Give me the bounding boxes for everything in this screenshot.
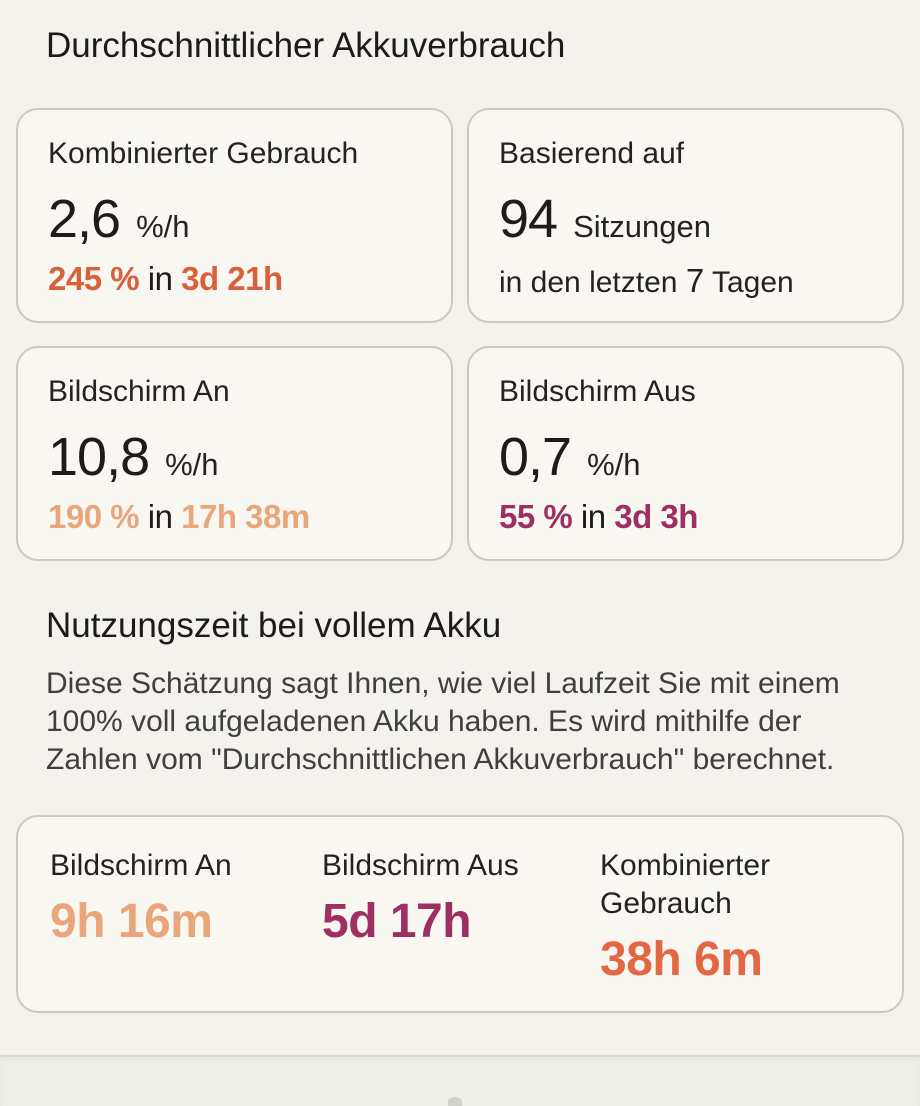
stat-value: 0,7 xyxy=(499,427,572,487)
period-prefix: in den letzten xyxy=(499,266,678,299)
average-usage-card-grid: Kombinierter Gebrauch 2,6 %/h 245 % in 3… xyxy=(16,108,904,561)
detail-duration: 17h 38m xyxy=(181,498,310,535)
stat-unit: %/h xyxy=(587,447,641,482)
usage-time-description: Diese Schätzung sagt Ihnen, wie viel Lau… xyxy=(46,667,840,776)
estimate-column-screen-off: Bildschirm Aus 5d 17h xyxy=(322,847,600,949)
sessions-period-line: in den letzten 7 Tagen xyxy=(499,262,872,300)
next-section-background xyxy=(0,1055,920,1106)
period-days-count: 7 xyxy=(685,262,705,299)
stat-detail-line: 55 % in 3d 3h xyxy=(499,498,872,536)
detail-amount: 245 % xyxy=(48,260,140,297)
detail-duration: 3d 21h xyxy=(181,260,283,297)
estimate-value: 38h 6m xyxy=(600,933,763,986)
stat-card-label: Bildschirm Aus xyxy=(499,375,696,408)
page-title: Durchschnittlicher Akkuverbrauch xyxy=(46,26,566,65)
stat-value-row: 94 Sitzungen xyxy=(499,190,872,248)
stat-card-label: Bildschirm An xyxy=(48,375,230,408)
sessions-count: 94 xyxy=(499,189,558,249)
detail-amount: 55 % xyxy=(499,498,573,535)
estimate-label: Kombinierter Gebrauch xyxy=(600,849,771,920)
estimate-value: 5d 17h xyxy=(322,895,472,948)
detail-connector: in xyxy=(580,498,606,535)
stat-value: 10,8 xyxy=(48,427,150,487)
stat-card-screen-on: Bildschirm An 10,8 %/h 190 % in 17h 38m xyxy=(16,346,453,561)
stat-value: 2,6 xyxy=(48,189,121,249)
stat-card-sessions: Basierend auf 94 Sitzungen in den letzte… xyxy=(467,108,904,323)
battery-stats-screen[interactable]: Durchschnittlicher Akkuverbrauch Kombini… xyxy=(0,24,920,1013)
estimate-label: Bildschirm Aus xyxy=(322,849,519,882)
estimate-value: 9h 16m xyxy=(50,895,213,948)
detail-duration: 3d 3h xyxy=(614,498,698,535)
stat-value-row: 2,6 %/h xyxy=(48,190,421,248)
stat-value-row: 0,7 %/h xyxy=(499,428,872,486)
detail-connector: in xyxy=(147,498,173,535)
cropped-next-section-glyph xyxy=(448,1097,462,1106)
sessions-unit: Sitzungen xyxy=(573,209,711,244)
stat-card-screen-off: Bildschirm Aus 0,7 %/h 55 % in 3d 3h xyxy=(467,346,904,561)
usage-time-estimate-card: Bildschirm An 9h 16m Bildschirm Aus 5d 1… xyxy=(16,815,904,1013)
stat-card-combined-usage: Kombinierter Gebrauch 2,6 %/h 245 % in 3… xyxy=(16,108,453,323)
estimate-column-combined: Kombinierter Gebrauch 38h 6m xyxy=(600,847,840,987)
usage-time-section-title: Nutzungszeit bei vollem Akku xyxy=(46,606,502,645)
stat-unit: %/h xyxy=(136,209,190,244)
stat-unit: %/h xyxy=(165,447,219,482)
detail-connector: in xyxy=(147,260,173,297)
stat-card-label: Kombinierter Gebrauch xyxy=(48,137,359,170)
estimate-label: Bildschirm An xyxy=(50,849,232,882)
stat-value-row: 10,8 %/h xyxy=(48,428,421,486)
estimate-column-screen-on: Bildschirm An 9h 16m xyxy=(50,847,322,949)
detail-amount: 190 % xyxy=(48,498,140,535)
stat-detail-line: 245 % in 3d 21h xyxy=(48,260,421,298)
period-suffix: Tagen xyxy=(711,266,794,299)
stat-card-label: Basierend auf xyxy=(499,137,685,170)
stat-detail-line: 190 % in 17h 38m xyxy=(48,498,421,536)
